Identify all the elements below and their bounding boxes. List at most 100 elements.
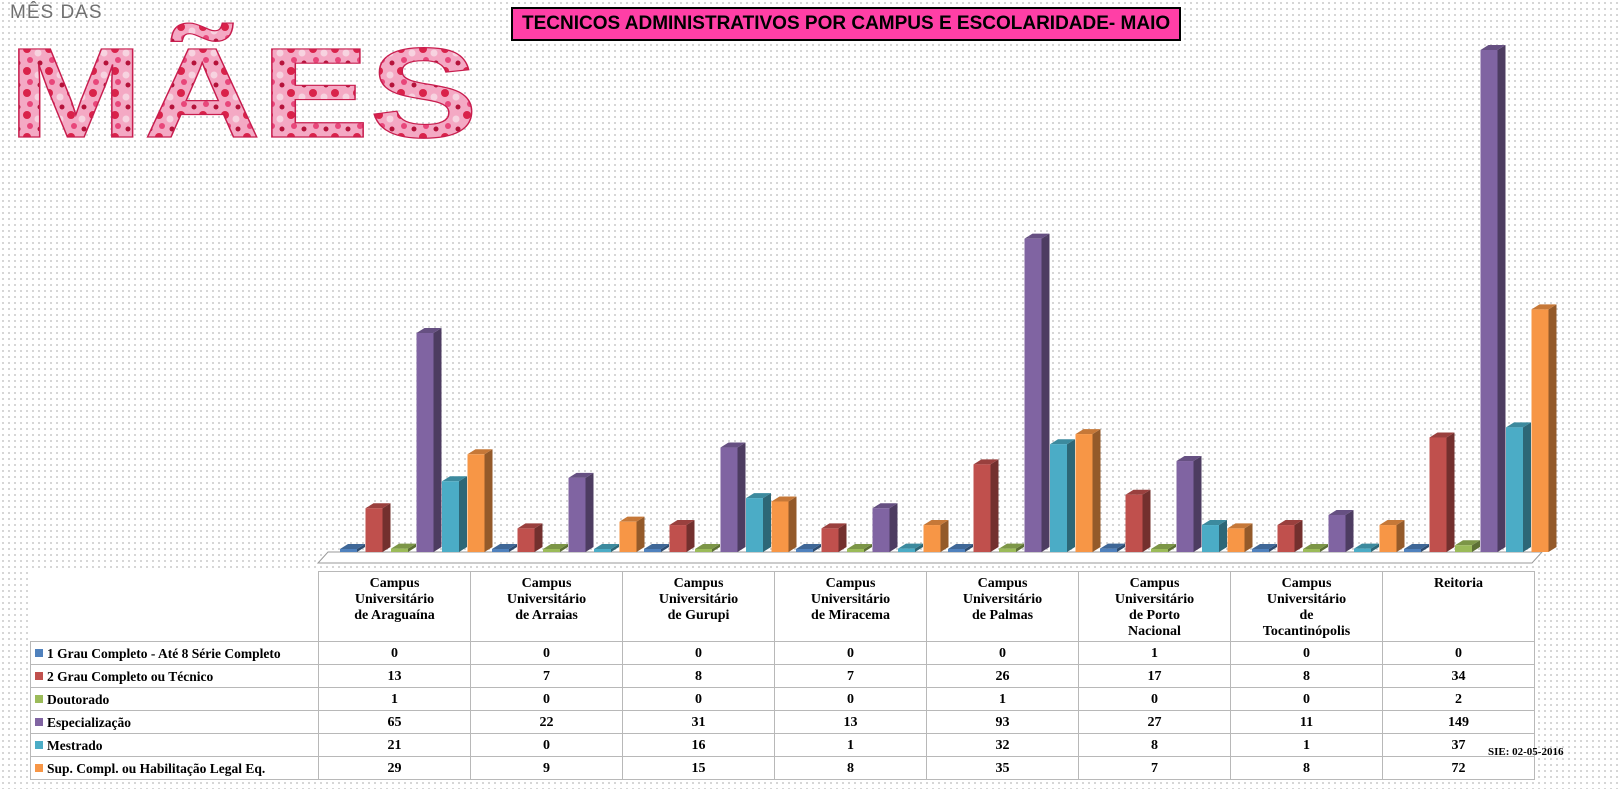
bar-side (1523, 422, 1531, 552)
bar-front (1277, 525, 1295, 552)
bar-front (872, 508, 890, 552)
bar-side (1092, 429, 1101, 552)
bar-top (340, 544, 365, 549)
bar (1480, 45, 1506, 552)
bar (365, 503, 391, 552)
bar (543, 544, 568, 552)
logo-big-word: MÃES (8, 22, 478, 148)
data-cell: 93 (926, 710, 1079, 734)
category-header: Campus Universitário de Porto Nacional (1078, 571, 1231, 642)
series-name: 1 Grau Completo - Até 8 Série Completo (47, 645, 281, 661)
bar-side (636, 516, 645, 552)
bar (416, 328, 442, 552)
bar-side (1269, 544, 1277, 552)
table-row: Especialização 65 22 31 13 93 27 11 149 (30, 710, 1535, 734)
bar-front (1328, 514, 1346, 552)
series-label: Mestrado (30, 733, 319, 757)
bar (1455, 540, 1480, 552)
bar-front (1404, 549, 1421, 552)
bar-top (1202, 520, 1227, 526)
data-cell: 72 (1382, 756, 1535, 780)
bar (999, 543, 1024, 552)
table-row: 1 Grau Completo - Até 8 Série Completo 0 0… (30, 641, 1535, 665)
data-cell: 13 (774, 710, 927, 734)
category-header: Campus Universitário de Gurupi (622, 571, 775, 642)
bar-front (898, 548, 915, 552)
bar (568, 472, 594, 552)
data-cell: 0 (622, 687, 775, 711)
bar-top (898, 543, 923, 549)
series-name: 2 Grau Completo ou Técnico (47, 668, 214, 684)
data-cell: 31 (622, 710, 775, 734)
bar-side (1548, 304, 1557, 552)
data-cell: 0 (622, 641, 775, 665)
bar-side (864, 544, 872, 552)
bar-side (813, 544, 821, 552)
bar (1075, 429, 1101, 552)
data-cell: 29 (318, 756, 471, 780)
series-label: Doutorado (30, 687, 319, 711)
bar (796, 544, 821, 552)
bar-front (695, 549, 712, 552)
bar-front (923, 525, 941, 552)
bar-side (408, 543, 416, 552)
bar-top (1227, 523, 1253, 529)
bar-top (1429, 432, 1455, 438)
bar-top (416, 328, 442, 334)
bar-top (1303, 544, 1328, 549)
bar-top (746, 493, 771, 499)
bar-top (619, 516, 645, 522)
chart-title: TECNICOS ADMINISTRATIVOS POR CAMPUS E ES… (511, 7, 1182, 41)
bar-top (669, 520, 695, 526)
bar (872, 503, 898, 552)
bar-front (365, 508, 383, 552)
bar-front (517, 528, 535, 552)
bar-side (940, 520, 949, 552)
bar (340, 544, 365, 552)
bar-top (1252, 544, 1277, 549)
bar-side (915, 543, 923, 552)
bar-front (847, 549, 864, 552)
logo-small-text: MÊS DAS (10, 2, 103, 23)
series-name: Mestrado (47, 737, 103, 753)
bar (467, 449, 493, 552)
mothers-month-logo: MÃES (7, 21, 478, 148)
bar-front (821, 528, 839, 552)
bar-top (1455, 540, 1480, 546)
bar-top (720, 442, 746, 448)
bar-side (484, 449, 493, 552)
bar (1429, 432, 1455, 552)
bar-front (1379, 525, 1397, 552)
bar (1277, 520, 1303, 552)
data-cell: 21 (318, 733, 471, 757)
bar-front (796, 549, 813, 552)
bar-front (619, 521, 637, 552)
bar-side (1396, 520, 1405, 552)
bar-front (1176, 461, 1194, 552)
bar (821, 523, 847, 552)
bar-side (1193, 456, 1202, 552)
data-cell: 0 (470, 641, 623, 665)
data-cell: 13 (318, 664, 471, 688)
data-cell: 22 (470, 710, 623, 734)
bar-top (1480, 45, 1506, 50)
data-cell: 8 (1078, 733, 1231, 757)
source-note: SIE: 02-05-2016 (1488, 746, 1564, 758)
bar-side (560, 544, 568, 552)
table-corner (31, 572, 319, 642)
bar-side (1142, 489, 1151, 552)
bar-side (1320, 544, 1328, 552)
bar-front (746, 498, 763, 552)
table-row: Doutorado 1 0 0 0 1 0 0 2 (30, 687, 1535, 711)
bar-front (1252, 549, 1269, 552)
bar-front (543, 549, 560, 552)
bar-top (1050, 439, 1075, 445)
bar (619, 516, 645, 552)
bar-front (669, 525, 687, 552)
bar-side (433, 328, 442, 552)
bar-side (509, 544, 517, 552)
plot-floor (316, 551, 1544, 564)
bar (1176, 456, 1202, 552)
bar-side (889, 503, 898, 552)
category-header: Campus Universitário de Araguaína (318, 571, 471, 642)
